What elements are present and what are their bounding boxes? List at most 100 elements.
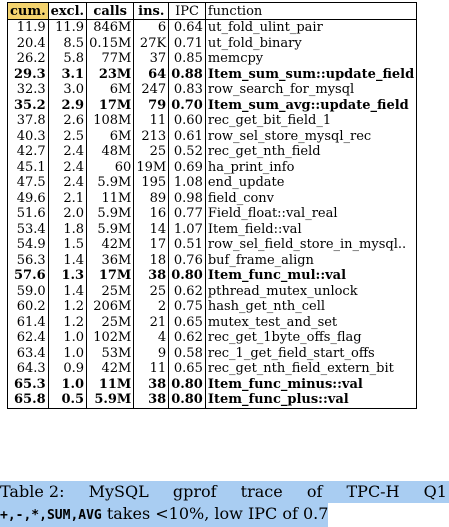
cell-excl: 1.5: [48, 237, 88, 253]
table-row[interactable]: 51.6 2.0 5.9M 16 0.77 Field_float::val_real: [7, 206, 418, 222]
table-row[interactable]: 40.3 2.5 6M 213 0.61 row_sel_store_mysql_rec: [7, 128, 418, 144]
table-row[interactable]: 49.6 2.1 11M 89 0.98 field_conv: [7, 190, 418, 206]
cell-excl: 1.0: [48, 330, 88, 346]
table-caption[interactable]: Table 2: MySQL gprof trace of TPC-H Q1 +…: [0, 481, 449, 527]
cell-cum: 26.2: [7, 51, 49, 67]
cell-ins: 27K: [133, 35, 170, 51]
cell-ipc: 0.85: [168, 51, 206, 67]
cell-ipc: 0.60: [168, 113, 206, 129]
caption-line-1: Table 2: MySQL gprof trace of TPC-H Q1: [0, 481, 449, 503]
caption-word: MySQL: [88, 482, 149, 501]
cell-cum: 62.4: [7, 330, 49, 346]
cell-excl: 0.5: [48, 392, 88, 409]
cell-ins: 14: [133, 221, 170, 237]
table-row[interactable]: 56.3 1.4 36M 18 0.76 buf_frame_align: [7, 252, 418, 268]
col-header-function[interactable]: function: [205, 2, 418, 20]
cell-calls: 6M: [86, 128, 135, 144]
table-row[interactable]: 35.2 2.9 17M 79 0.70 Item_sum_avg::update_fie…: [7, 97, 418, 113]
cell-ins: 195: [133, 175, 170, 191]
table-row[interactable]: 65.3 1.0 11M 38 0.80 Item_func_minus::val: [7, 376, 418, 392]
table-row[interactable]: 59.0 1.4 25M 25 0.62 pthread_mutex_unlock: [7, 283, 418, 299]
table-row[interactable]: 60.2 1.2 206M 2 0.75 hash_get_nth_cell: [7, 299, 418, 315]
table-row[interactable]: 11.9 11.9 846M 6 0.64 ut_fold_ulint_pair: [7, 19, 418, 36]
table-row[interactable]: 26.2 5.8 77M 37 0.85 memcpy: [7, 51, 418, 67]
cell-ins: 25: [133, 283, 170, 299]
cell-excl: 3.1: [48, 66, 88, 82]
cell-ipc: 0.62: [168, 283, 206, 299]
cell-calls: 53M: [86, 345, 135, 361]
cell-ins: 89: [133, 190, 170, 206]
cell-function: rec_1_get_field_start_offs: [205, 345, 418, 361]
table-row[interactable]: 29.3 3.1 23M 64 0.88 Item_sum_sum::update_fie…: [7, 66, 418, 82]
cell-function: mutex_test_and_set: [205, 314, 418, 330]
col-header-ins[interactable]: ins.: [133, 2, 170, 20]
cell-ins: 38: [133, 392, 170, 409]
cell-cum: 63.4: [7, 345, 49, 361]
cell-cum: 65.3: [7, 376, 49, 392]
cell-cum: 56.3: [7, 252, 49, 268]
cell-cum: 51.6: [7, 206, 49, 222]
table-row[interactable]: 63.4 1.0 53M 9 0.58 rec_1_get_field_start_off…: [7, 345, 418, 361]
cell-cum: 60.2: [7, 299, 49, 315]
col-header-excl[interactable]: excl.: [48, 2, 88, 20]
cell-ins: 38: [133, 268, 170, 284]
table-row[interactable]: 53.4 1.8 5.9M 14 1.07 Item_field::val: [7, 221, 418, 237]
cell-ipc: 0.83: [168, 82, 206, 98]
caption-line-2: +,-,*,SUM,AVG takes <10%, low IPC of 0.7: [0, 503, 329, 527]
cell-excl: 2.4: [48, 175, 88, 191]
cell-excl: 2.4: [48, 144, 88, 160]
cell-excl: 1.8: [48, 221, 88, 237]
table-row[interactable]: 20.4 8.5 0.15M 27K 0.71 ut_fold_binary: [7, 35, 418, 51]
cell-function: end_update: [205, 175, 418, 191]
table-row[interactable]: 45.1 2.4 60 19M 0.69 ha_print_info: [7, 159, 418, 175]
cell-ipc: 0.65: [168, 314, 206, 330]
cell-cum: 42.7: [7, 144, 49, 160]
table-header-row: cum. excl. calls ins. IPC function: [7, 2, 418, 20]
table-row[interactable]: 57.6 1.3 17M 38 0.80 Item_func_mul::val: [7, 268, 418, 284]
cell-calls: 5.9M: [86, 175, 135, 191]
cell-cum: 59.0: [7, 283, 49, 299]
col-header-ipc[interactable]: IPC: [168, 2, 206, 20]
table-row[interactable]: 61.4 1.2 25M 21 0.65 mutex_test_and_set: [7, 314, 418, 330]
cell-function: pthread_mutex_unlock: [205, 283, 418, 299]
cell-function: Item_func_mul::val: [205, 268, 418, 284]
table-row[interactable]: 54.9 1.5 42M 17 0.51 row_sel_field_store_in_m…: [7, 237, 418, 253]
cell-function: rec_get_nth_field: [205, 144, 418, 160]
cell-ins: 64: [133, 66, 170, 82]
table-row[interactable]: 62.4 1.0 102M 4 0.62 rec_get_1byte_offs_flag: [7, 330, 418, 346]
cell-ipc: 0.52: [168, 144, 206, 160]
cell-cum: 40.3: [7, 128, 49, 144]
cell-excl: 2.4: [48, 159, 88, 175]
cell-ipc: 1.08: [168, 175, 206, 191]
col-header-calls[interactable]: calls: [86, 2, 135, 20]
cell-calls: 6M: [86, 82, 135, 98]
cell-calls: 108M: [86, 113, 135, 129]
cell-calls: 25M: [86, 314, 135, 330]
table-row[interactable]: 42.7 2.4 48M 25 0.52 rec_get_nth_field: [7, 144, 418, 160]
cell-ins: 16: [133, 206, 170, 222]
col-header-cum[interactable]: cum.: [7, 2, 49, 20]
cell-calls: 11M: [86, 376, 135, 392]
table-row[interactable]: 47.5 2.4 5.9M 195 1.08 end_update: [7, 175, 418, 191]
cell-function: memcpy: [205, 51, 418, 67]
cell-ipc: 0.65: [168, 361, 206, 377]
cell-excl: 1.2: [48, 299, 88, 315]
cell-function: Item_field::val: [205, 221, 418, 237]
table-row[interactable]: 65.8 0.5 5.9M 38 0.80 Item_func_plus::val: [7, 392, 418, 409]
cell-calls: 11M: [86, 190, 135, 206]
cell-calls: 0.15M: [86, 35, 135, 51]
cell-ins: 21: [133, 314, 170, 330]
table-row[interactable]: 32.3 3.0 6M 247 0.83 row_search_for_mysql: [7, 82, 418, 98]
cell-function: Item_sum_sum::update_field: [205, 66, 418, 82]
cell-ins: 11: [133, 361, 170, 377]
cell-cum: 57.6: [7, 268, 49, 284]
cell-ipc: 0.71: [168, 35, 206, 51]
cell-excl: 8.5: [48, 35, 88, 51]
cell-ins: 4: [133, 330, 170, 346]
cell-ins: 38: [133, 376, 170, 392]
table-row[interactable]: 64.3 0.9 42M 11 0.65 rec_get_nth_field_extern…: [7, 361, 418, 377]
cell-ipc: 0.51: [168, 237, 206, 253]
table-row[interactable]: 37.8 2.6 108M 11 0.60 rec_get_bit_field_1: [7, 113, 418, 129]
cell-calls: 60: [86, 159, 135, 175]
cell-ins: 2: [133, 299, 170, 315]
